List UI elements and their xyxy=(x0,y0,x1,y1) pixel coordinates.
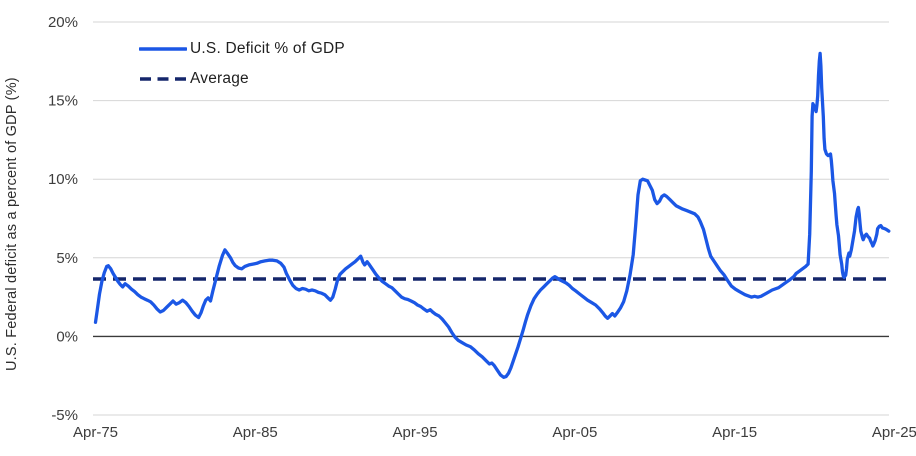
legend-item-average: Average xyxy=(139,70,345,88)
y-axis-title: U.S. Federal deficit as a percent of GDP… xyxy=(4,77,20,371)
legend-label-average: Average xyxy=(190,70,249,87)
x-tick-label-Apr-75: Apr-75 xyxy=(73,424,118,441)
y-tick-label-15%: 15% xyxy=(48,93,78,110)
y-tick-label-20%: 20% xyxy=(48,14,78,31)
y-tick-label-0%: 0% xyxy=(56,328,78,345)
legend-item-deficit: U.S. Deficit % of GDP xyxy=(139,40,345,58)
x-tick-label-Apr-25: Apr-25 xyxy=(872,424,916,441)
legend: U.S. Deficit % of GDP Average xyxy=(139,40,345,88)
x-tick-label-Apr-95: Apr-95 xyxy=(393,424,438,441)
deficit-line-swatch xyxy=(139,47,187,51)
deficit-line xyxy=(93,51,891,379)
x-tick-label-Apr-85: Apr-85 xyxy=(233,424,278,441)
x-tick-label-Apr-15: Apr-15 xyxy=(712,424,757,441)
y-tick-label-5%: 5% xyxy=(56,250,78,267)
y-tick-label-10%: 10% xyxy=(48,171,78,188)
x-tick-label-Apr-05: Apr-05 xyxy=(552,424,597,441)
legend-label-deficit: U.S. Deficit % of GDP xyxy=(190,40,345,57)
y-tick-label--5%: -5% xyxy=(51,407,78,424)
average-line-swatch xyxy=(140,77,186,81)
